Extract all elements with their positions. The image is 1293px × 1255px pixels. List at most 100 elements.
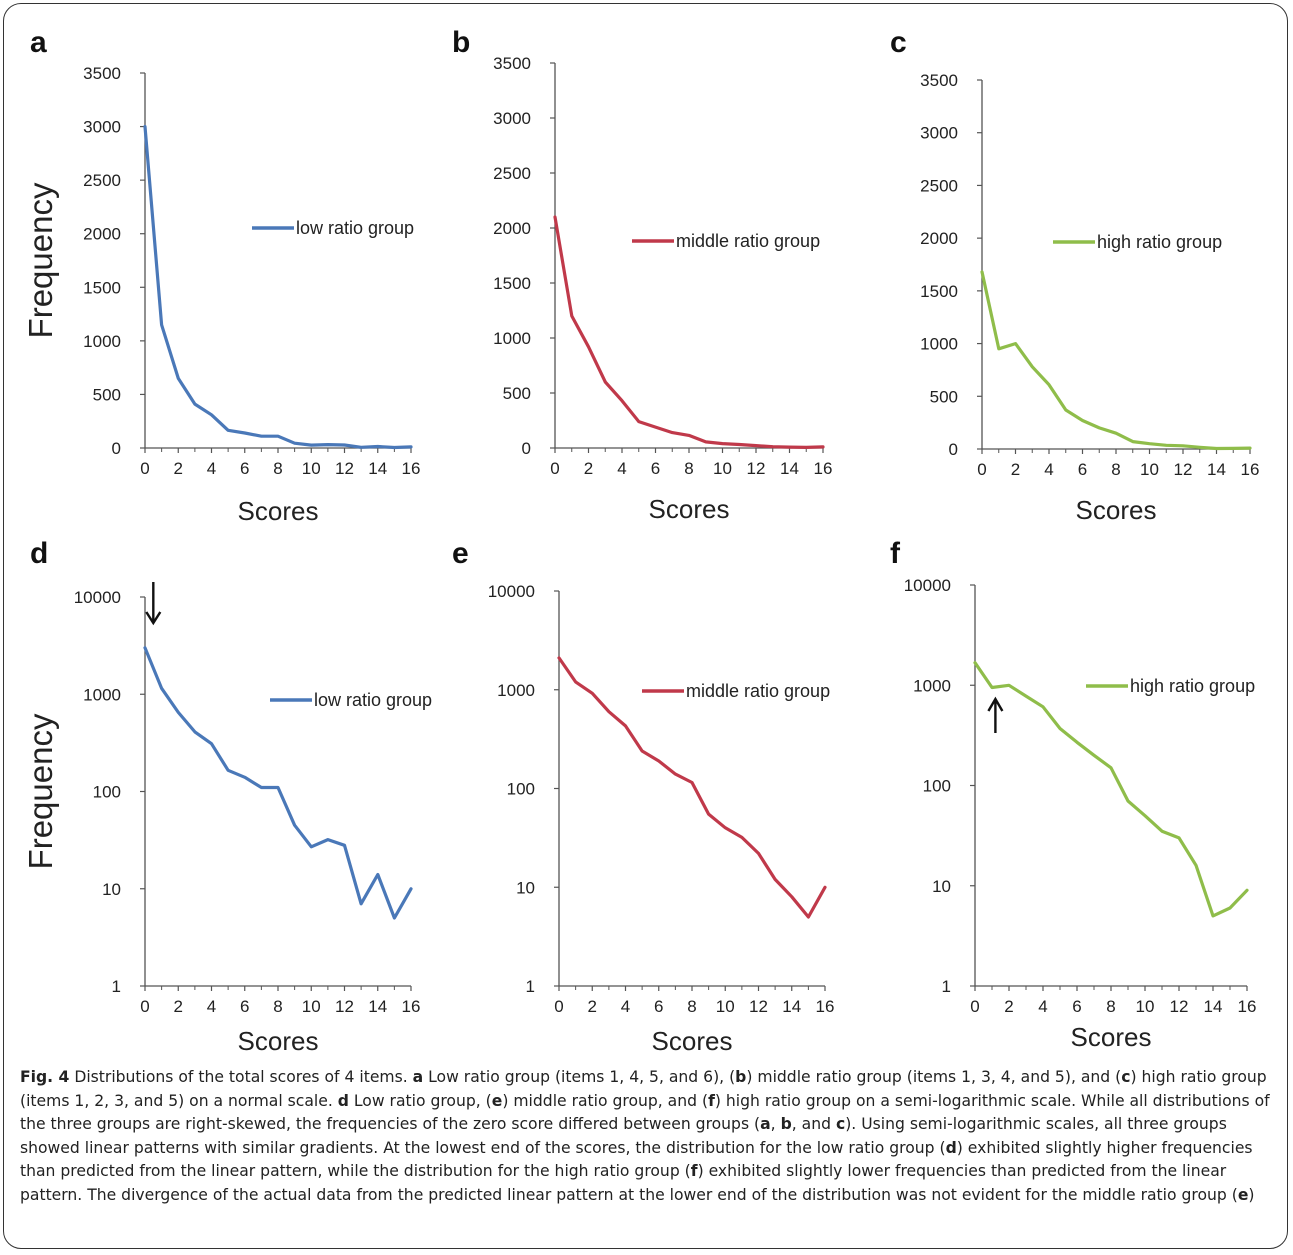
panel-f-x-tick-label: 4 [1038, 997, 1047, 1016]
panel-f-x-tick-label: 2 [1004, 997, 1013, 1016]
panel-f-x-tick-label: 16 [1238, 997, 1257, 1016]
panel-a-x-tick-label: 16 [402, 459, 421, 478]
panel-a-y-tick-label: 500 [93, 385, 121, 404]
panel-e-x-tick-label: 14 [782, 997, 801, 1016]
panel-a-y-tick-label: 3000 [83, 118, 121, 137]
panel-b-y-tick-label: 2500 [493, 164, 531, 183]
panel-a-y-tick-label: 0 [112, 439, 121, 458]
panel-e-x-axis-label: Scores [652, 1026, 733, 1056]
panel-f-letter: f [890, 537, 901, 570]
panel-b-x-tick-label: 10 [713, 459, 732, 478]
panel-c-x-tick-label: 14 [1207, 460, 1226, 479]
panel-f-x-tick-label: 6 [1072, 997, 1081, 1016]
panel-f-x-tick-label: 8 [1106, 997, 1115, 1016]
panel-a-legend-label: low ratio group [296, 218, 414, 238]
panel-f-x-tick-label: 0 [970, 997, 979, 1016]
panel-f-y-tick-label: 1000 [913, 676, 951, 695]
panel-a-x-tick-label: 0 [140, 459, 149, 478]
panel-d-x-axis-label: Scores [238, 1026, 319, 1056]
panel-b-x-tick-label: 0 [550, 459, 559, 478]
panel-b-y-tick-label: 0 [522, 439, 531, 458]
panel-f-y-tick-label: 10 [932, 877, 951, 896]
panel-f-y-tick-label: 10000 [904, 576, 951, 595]
panel-d-x-tick-label: 10 [302, 997, 321, 1016]
panel-d-y-tick-label: 10 [102, 880, 121, 899]
panel-e-x-tick-label: 8 [687, 997, 696, 1016]
panel-c-x-tick-label: 0 [977, 460, 986, 479]
panel-d-y-tick-label: 10000 [74, 588, 121, 607]
panel-b-y-tick-label: 3000 [493, 109, 531, 128]
panel-d-x-tick-label: 6 [240, 997, 249, 1016]
panel-e-y-tick-label: 1000 [497, 681, 535, 700]
panel-e-x-tick-label: 10 [716, 997, 735, 1016]
panel-c-y-tick-label: 1000 [920, 335, 958, 354]
panel-c-y-tick-label: 3000 [920, 124, 958, 143]
figure-caption: Fig. 4 Distributions of the total scores… [20, 1066, 1282, 1207]
panel-c-y-tick-label: 3500 [920, 71, 958, 90]
panel-a-x-tick-label: 4 [207, 459, 216, 478]
panel-a-y-tick-label: 1000 [83, 332, 121, 351]
panel-f-legend-label: high ratio group [1130, 676, 1255, 696]
panel-d-x-tick-label: 14 [368, 997, 387, 1016]
panel-e-y-tick-label: 1 [526, 977, 535, 996]
panel-d-x-tick-label: 0 [140, 997, 149, 1016]
panel-a-x-tick-label: 12 [335, 459, 354, 478]
panel-f-x-axis-label: Scores [1071, 1022, 1152, 1052]
panel-e-y-tick-label: 10 [516, 878, 535, 897]
panel-d-y-tick-label: 1000 [83, 685, 121, 704]
panel-c-x-tick-label: 10 [1140, 460, 1159, 479]
panel-a-x-axis-label: Scores [238, 496, 319, 526]
panel-d-y-tick-label: 100 [93, 783, 121, 802]
panel-c-x-tick-label: 2 [1011, 460, 1020, 479]
panel-b-x-tick-label: 14 [780, 459, 799, 478]
panel-d-legend-label: low ratio group [314, 690, 432, 710]
panel-d-letter: d [30, 537, 48, 570]
panel-a-x-tick-label: 10 [302, 459, 321, 478]
panel-c-letter: c [890, 26, 907, 59]
panel-b-y-tick-label: 500 [503, 384, 531, 403]
panel-a-x-tick-label: 6 [240, 459, 249, 478]
panel-c-x-tick-label: 8 [1111, 460, 1120, 479]
panel-a-y-axis-label: Frequency [22, 182, 59, 338]
panel-e-y-tick-label: 10000 [488, 582, 535, 601]
panel-b-x-tick-label: 12 [747, 459, 766, 478]
panel-e-series-line [557, 656, 827, 919]
figure-frame [3, 3, 1288, 1249]
panel-b-x-tick-label: 16 [814, 459, 833, 478]
panel-d-x-tick-label: 12 [335, 997, 354, 1016]
panel-b-x-tick-label: 8 [684, 459, 693, 478]
panel-a-x-tick-label: 8 [273, 459, 282, 478]
panel-c-y-tick-label: 1500 [920, 282, 958, 301]
panel-c-y-tick-label: 2000 [920, 229, 958, 248]
panel-a-x-tick-label: 14 [368, 459, 387, 478]
panel-c-y-tick-label: 0 [949, 440, 958, 459]
panel-b-x-tick-label: 6 [651, 459, 660, 478]
panel-c-y-tick-label: 2500 [920, 176, 958, 195]
panel-b-y-tick-label: 2000 [493, 219, 531, 238]
panel-b-x-tick-label: 2 [584, 459, 593, 478]
panel-c-y-tick-label: 500 [930, 387, 958, 406]
panel-d-arrow-annotation [145, 582, 162, 626]
panel-d-x-tick-label: 16 [402, 997, 421, 1016]
panel-c-legend-label: high ratio group [1097, 232, 1222, 252]
panel-e-y-tick-label: 100 [507, 780, 535, 799]
panel-f-series-line [973, 661, 1249, 918]
panel-c-x-axis-label: Scores [1076, 495, 1157, 525]
panel-f-arrow-annotation [987, 696, 1004, 733]
panel-a-x-tick-label: 2 [174, 459, 183, 478]
panel-e-legend-label: middle ratio group [686, 681, 830, 701]
panel-a-series-line [143, 124, 413, 450]
panel-b-series-line [553, 215, 825, 449]
panel-f-y-tick-label: 100 [923, 777, 951, 796]
panel-e-letter: e [452, 537, 469, 570]
panel-a-y-tick-label: 2000 [83, 225, 121, 244]
panel-a-y-tick-label: 2500 [83, 171, 121, 190]
panel-e-x-tick-label: 6 [654, 997, 663, 1016]
panel-c-x-tick-label: 12 [1174, 460, 1193, 479]
panel-e-x-tick-label: 4 [621, 997, 630, 1016]
panel-d-x-tick-label: 8 [273, 997, 282, 1016]
panel-d-x-tick-label: 4 [207, 997, 216, 1016]
panel-a-y-tick-label: 1500 [83, 278, 121, 297]
panel-b-x-axis-label: Scores [649, 494, 730, 524]
